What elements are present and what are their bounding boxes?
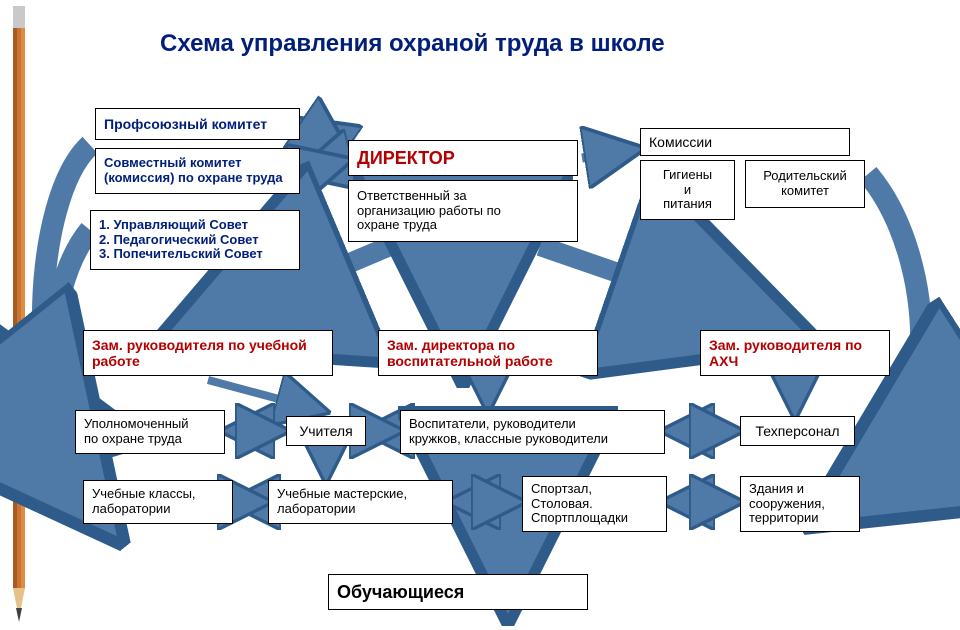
node-parent: Родительский комитет [745, 160, 865, 208]
arrows-layer [0, 0, 960, 630]
node-work: Учебные мастерские, лаборатории [268, 480, 453, 524]
node-build: Здания и сооружения, территории [740, 476, 860, 532]
node-teach: Учителя [286, 416, 366, 446]
node-resp: Ответственный за организацию работы по о… [348, 180, 578, 242]
node-zam1: Зам. руководителя по учебной работе [83, 330, 333, 376]
node-prof: Профсоюзный комитет [95, 108, 300, 140]
node-comm: Комиссии [640, 128, 850, 156]
node-vosp: Воспитатели, руководители кружков, класс… [400, 410, 665, 454]
diagram-title: Схема управления охраной труда в школе [160, 30, 665, 58]
node-joint: Совместный комитет (комиссия) по охране … [95, 148, 300, 194]
diagram-stage: Схема управления охраной труда в школе П… [0, 0, 960, 630]
node-zam3: Зам. руководителя по АХЧ [700, 330, 890, 376]
node-tech: Техперсонал [740, 416, 855, 446]
pencil-icon [8, 6, 30, 624]
node-zam2: Зам. директора по воспитательной работе [378, 330, 598, 376]
node-hyg: Гигиены и питания [640, 160, 735, 220]
node-councils: 1. Управляющий Совет 2. Педагогический С… [90, 210, 300, 270]
node-auth: Уполномоченный по охране труда [75, 410, 225, 454]
node-sport: Спортзал, Столовая. Спортплощадки [522, 476, 667, 532]
node-class: Учебные классы, лаборатории [83, 480, 233, 524]
node-students: Обучающиеся [328, 574, 588, 610]
node-director: ДИРЕКТОР [348, 140, 578, 176]
